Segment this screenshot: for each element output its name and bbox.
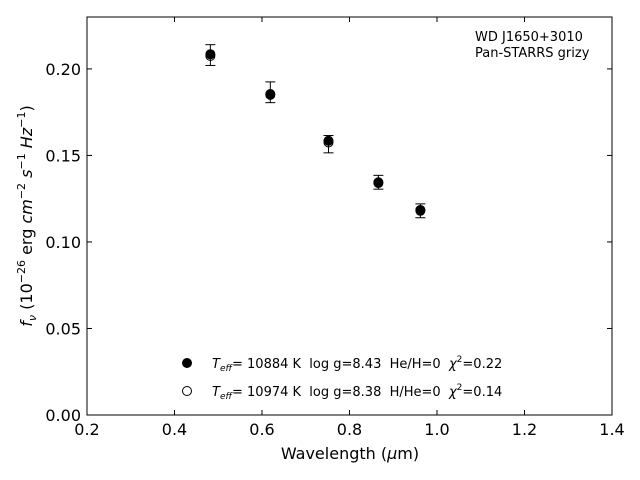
legend-marker-filled [182, 358, 192, 368]
y-tick-label: 0.00 [45, 406, 81, 425]
x-tick-label: 1.0 [424, 420, 449, 439]
point-open [373, 178, 384, 189]
x-tick-label: 0.4 [162, 420, 187, 439]
annotation: WD J1650+3010 Pan-STARRS grizy [475, 30, 590, 61]
point-open [415, 205, 426, 216]
legend-marker-open [182, 386, 192, 396]
x-tick-label: 0.8 [337, 420, 362, 439]
x-tick-label: 1.4 [599, 420, 624, 439]
y-tick-label: 0.15 [45, 146, 81, 165]
axis-ticks: 0.2 0.4 0.6 0.8 1.0 1.2 1.4 0.00 0.05 0.10 0.15 0.2… [45, 17, 625, 439]
plot-frame [86, 16, 613, 416]
y-tick-label: 0.10 [45, 233, 81, 252]
x-axis-label: Wavelength (μm) [281, 444, 419, 463]
y-tick-label: 0.20 [45, 60, 81, 79]
x-tick-label: 1.2 [512, 420, 537, 439]
data-points [205, 49, 426, 216]
y-axis-label: fν (10−26 erg cm−2 s−1 Hz−1) [15, 105, 39, 326]
x-tick-label: 0.2 [74, 420, 99, 439]
point-open [265, 89, 276, 100]
legend: Teff= 10884 K log g=8.43 He/H=0 χ2=0.22 … [182, 355, 502, 402]
annotation-line-1: WD J1650+3010 [475, 30, 583, 45]
annotation-line-2: Pan-STARRS grizy [475, 46, 590, 61]
x-tick-label: 0.6 [249, 420, 274, 439]
point-open [205, 50, 216, 61]
legend-label-2: Teff= 10974 K log g=8.38 H/He=0 χ2=0.14 [212, 383, 502, 402]
error-bars [205, 44, 426, 219]
point-open [323, 137, 334, 148]
y-tick-label: 0.05 [45, 319, 81, 338]
legend-label-1: Teff= 10884 K log g=8.43 He/H=0 χ2=0.22 [212, 355, 502, 374]
